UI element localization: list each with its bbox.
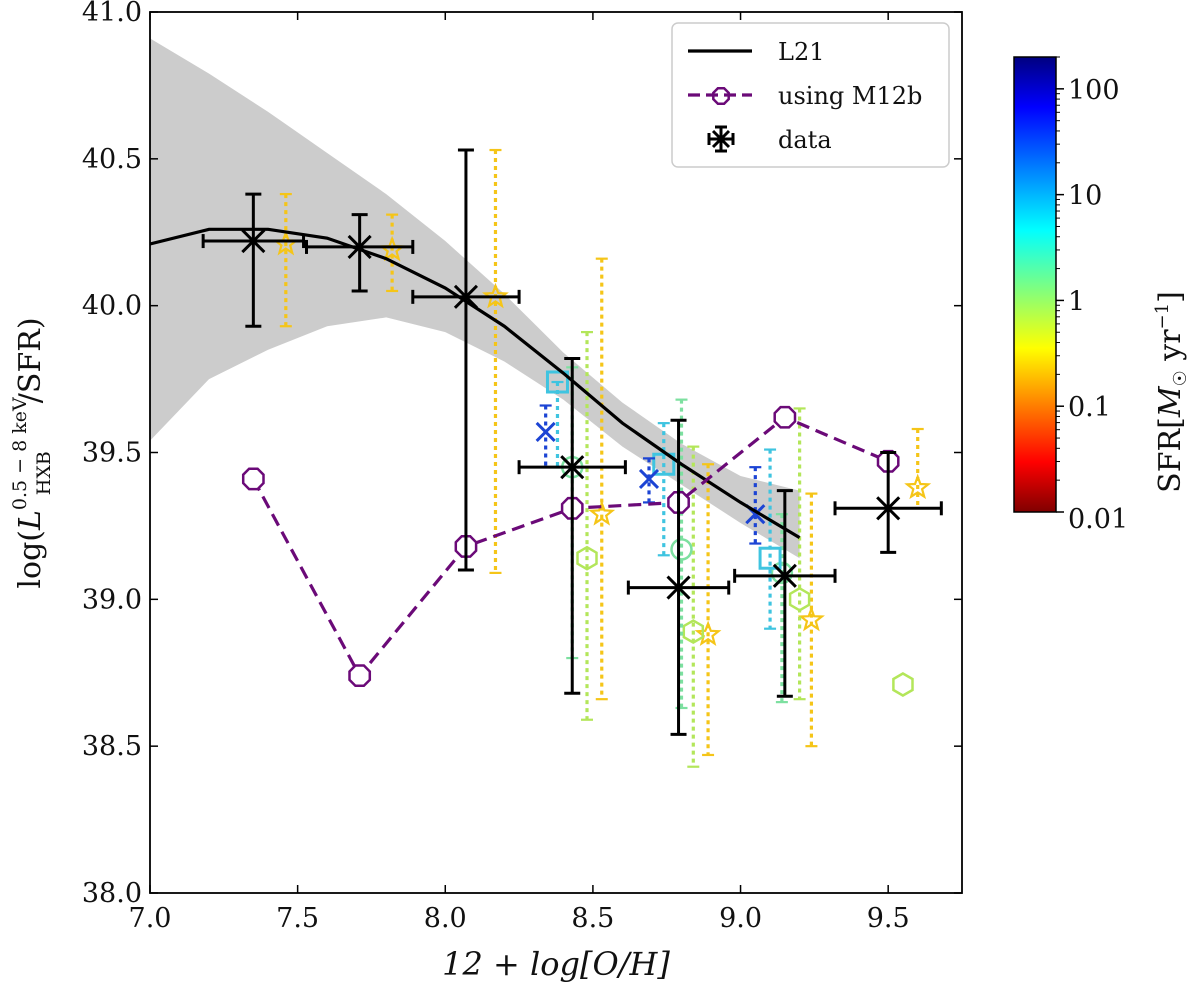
data-point [626,418,731,736]
data-marker-stroke [560,455,585,480]
colorbar-ticks: 0.01 0.1 1 10 100 [1056,56,1128,535]
x-tick-label: 7.5 [276,903,319,934]
square-point [652,452,676,476]
x-point-stroke [638,468,660,489]
x-tick-label: 7.0 [129,903,172,934]
data-marker-stroke [453,284,479,309]
x-point [535,421,556,443]
data-marker-stroke [241,228,266,254]
data-point [733,489,837,698]
y-tick-label: 38.0 [82,878,142,909]
data-marker-stroke [876,496,901,521]
hexagon-point [576,545,598,571]
y-tick-label: 39.5 [82,438,142,469]
y-tick-label: 40.5 [82,144,142,175]
y-tick-label: 41.0 [82,0,142,28]
x-point [638,468,660,489]
data-point [304,213,415,293]
x-point-stroke [745,504,766,525]
square-point [758,546,782,570]
star-point [797,605,825,632]
colorbar-tick-label: 100 [1068,75,1120,106]
data-point [411,148,521,572]
hexagon-point [788,586,811,612]
circle-point [670,538,693,561]
data-marker-stroke [666,575,691,600]
legend-m12b-label: using M12b [778,82,922,110]
x-axis-title: 12 + log[O/H] [442,945,670,983]
colorbar-gradient [1013,56,1057,513]
colorbar-tick-label: 10 [1068,181,1102,212]
square-point [545,370,569,394]
x-tick-label: 8.0 [424,903,467,934]
svg-text:SFR[M☉ yr−1]: SFR[M☉ yr−1] [1152,291,1191,493]
x-tick-label: 8.5 [571,903,614,934]
legend-data-label: data [778,126,832,154]
data-marker-stroke [347,234,372,259]
x-tick-label: 9.0 [719,903,762,934]
m12b-point [348,664,372,688]
colorbar-label: SFR[M☉ yr−1] [1152,291,1191,493]
y-tick-label: 38.5 [82,731,142,762]
m12b-point [773,405,797,429]
hexagon-point [892,672,914,697]
legend-m12b-marker [712,87,730,105]
star-point [482,282,509,309]
data-point [517,357,627,695]
plot-area [150,38,943,768]
data-point [201,192,306,328]
hexagon-point [682,619,705,645]
legend-frame [671,22,950,168]
star-point [588,500,616,526]
y-axis-title: log(L0.5 − 8 keV HXB/SFR) [9,317,55,588]
axis-ticks: 7.0 7.5 8.0 8.5 9.0 9.5 38.0 38.5 39.0 39.5 40.0 40… [82,0,962,934]
colorbar: 0.01 0.1 1 10 100 SFR[M☉ yr−1] [1013,56,1191,535]
legend: L21 using M12b data [671,22,950,168]
colorbar-tick-label: 1 [1068,286,1085,317]
x-point-stroke [535,421,556,443]
colorbar-tick-label: 0.1 [1068,392,1111,423]
y-tick-label: 39.0 [82,584,142,615]
x-tick-label: 9.5 [867,903,910,934]
y-tick-label: 40.0 [82,291,142,322]
data-marker-stroke [772,563,797,588]
colorbar-tick-label: 0.01 [1068,504,1128,535]
legend-l21-label: L21 [778,38,824,66]
circle-point [770,561,794,585]
data-point [833,451,943,554]
m12b-point [241,467,265,491]
star-point [904,473,932,500]
legend-data-marker [707,125,735,153]
star-point [694,620,722,647]
